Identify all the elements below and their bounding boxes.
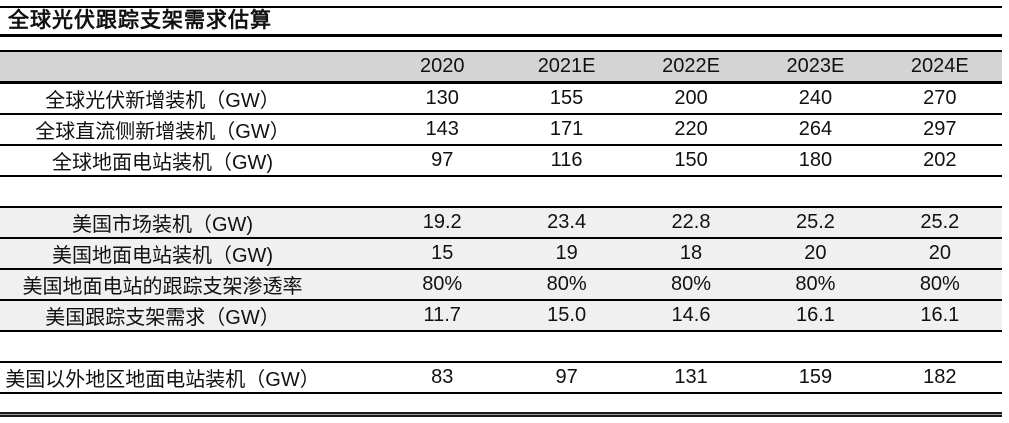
estimate-table: 2020 2021E 2022E 2023E 2024E 全球光伏新增装机（GW） 130… (0, 50, 1002, 394)
cell-value: 14.6 (671, 304, 711, 326)
table-content: 全球光伏跟踪支架需求估算 2020 2021E 2022E 2023E 2024E 全球… (0, 6, 1002, 417)
cell-value: 264 (798, 118, 833, 140)
cell-value: 150 (674, 149, 708, 171)
cell-value: 297 (923, 118, 957, 140)
column-header: 2024E (910, 55, 969, 77)
row-label: 全球地面电站装机（GW) (51, 152, 274, 174)
cell-value: 80% (671, 273, 712, 295)
gap (0, 37, 1002, 50)
spacer-row (0, 177, 1002, 208)
cell-value: 16.1 (920, 304, 960, 326)
cell-value: 25.2 (920, 211, 960, 233)
table-title: 全球光伏跟踪支架需求估算 (8, 9, 272, 32)
cell-value: 25.2 (795, 211, 835, 233)
cell-value: 143 (425, 118, 459, 140)
cell-value: 19 (555, 242, 578, 264)
cell-value: 130 (425, 87, 459, 109)
cell-value: 182 (923, 366, 957, 388)
cell-value: 20 (928, 242, 951, 264)
cell-value: 220 (674, 118, 708, 140)
row-label: 全球直流侧新增装机（GW） (35, 121, 290, 143)
cell-value: 155 (549, 87, 584, 109)
row-label: 美国市场装机（GW) (71, 214, 254, 236)
table-row: 美国地面电站的跟踪支架渗透率 80% 80% 80% 80% 80% (0, 270, 1002, 301)
cell-value: 116 (550, 149, 583, 171)
cell-value: 22.8 (671, 211, 711, 233)
cell-value: 171 (549, 118, 584, 140)
cell-value: 97 (431, 149, 454, 171)
cell-value: 80% (919, 273, 960, 295)
cell-value: 15.0 (547, 304, 587, 326)
table-body: 全球光伏新增装机（GW） 130 155 200 240 270 全球直流侧新增装机（GW）… (0, 84, 1002, 394)
row-label: 全球光伏新增装机（GW） (45, 90, 280, 112)
row-label: 美国以外地区地面电站装机（GW） (5, 369, 320, 391)
cell-value: 23.4 (547, 211, 587, 233)
table-row: 美国市场装机（GW) 19.2 23.4 22.8 25.2 25.2 (0, 208, 1002, 239)
cell-value: 180 (798, 149, 833, 171)
table-row: 美国地面电站装机（GW) 15 19 18 20 20 (0, 239, 1002, 270)
table-row: 美国跟踪支架需求（GW） 11.7 15.0 14.6 16.1 16.1 (0, 301, 1002, 332)
column-header: 2023E (786, 55, 845, 77)
cell-value: 16.1 (795, 304, 835, 326)
cell-value: 11.7 (423, 304, 461, 326)
column-header: 2022E (662, 55, 720, 77)
cell-value: 270 (923, 87, 957, 109)
cell-value: 18 (679, 242, 703, 264)
column-header: 2020 (419, 55, 465, 77)
cell-value: 97 (555, 366, 578, 388)
cell-value: 20 (804, 242, 827, 264)
table-row: 全球光伏新增装机（GW） 130 155 200 240 270 (0, 84, 1002, 115)
header-row: 2020 2021E 2022E 2023E 2024E (0, 52, 1002, 84)
spacer-row (0, 332, 1002, 363)
cell-value: 80% (422, 273, 463, 295)
row-label: 美国地面电站装机（GW) (51, 245, 274, 267)
table-row: 全球地面电站装机（GW) 97 116 150 180 202 (0, 146, 1002, 177)
row-label: 美国跟踪支架需求（GW） (45, 307, 280, 329)
gap (0, 394, 1002, 412)
table-row: 美国以外地区地面电站装机（GW） 83 97 131 159 182 (0, 363, 1002, 394)
top-rule (0, 6, 1002, 8)
table-row: 全球直流侧新增装机（GW） 143 171 220 264 297 (0, 115, 1002, 146)
cell-value: 19.2 (422, 211, 462, 233)
cell-value: 83 (431, 366, 454, 388)
bottom-rule (0, 412, 1002, 417)
cell-value: 200 (674, 87, 708, 109)
row-label: 美国地面电站的跟踪支架渗透率 (22, 276, 303, 298)
cell-value: 159 (798, 366, 833, 388)
cell-value: 202 (923, 149, 957, 171)
column-header: 2021E (537, 55, 596, 77)
cell-value: 80% (546, 273, 587, 295)
title-rule (0, 34, 1002, 37)
cell-value: 240 (798, 87, 833, 109)
cell-value: 80% (795, 273, 836, 295)
cell-value: 131 (674, 366, 708, 388)
cell-value: 15 (431, 242, 454, 264)
